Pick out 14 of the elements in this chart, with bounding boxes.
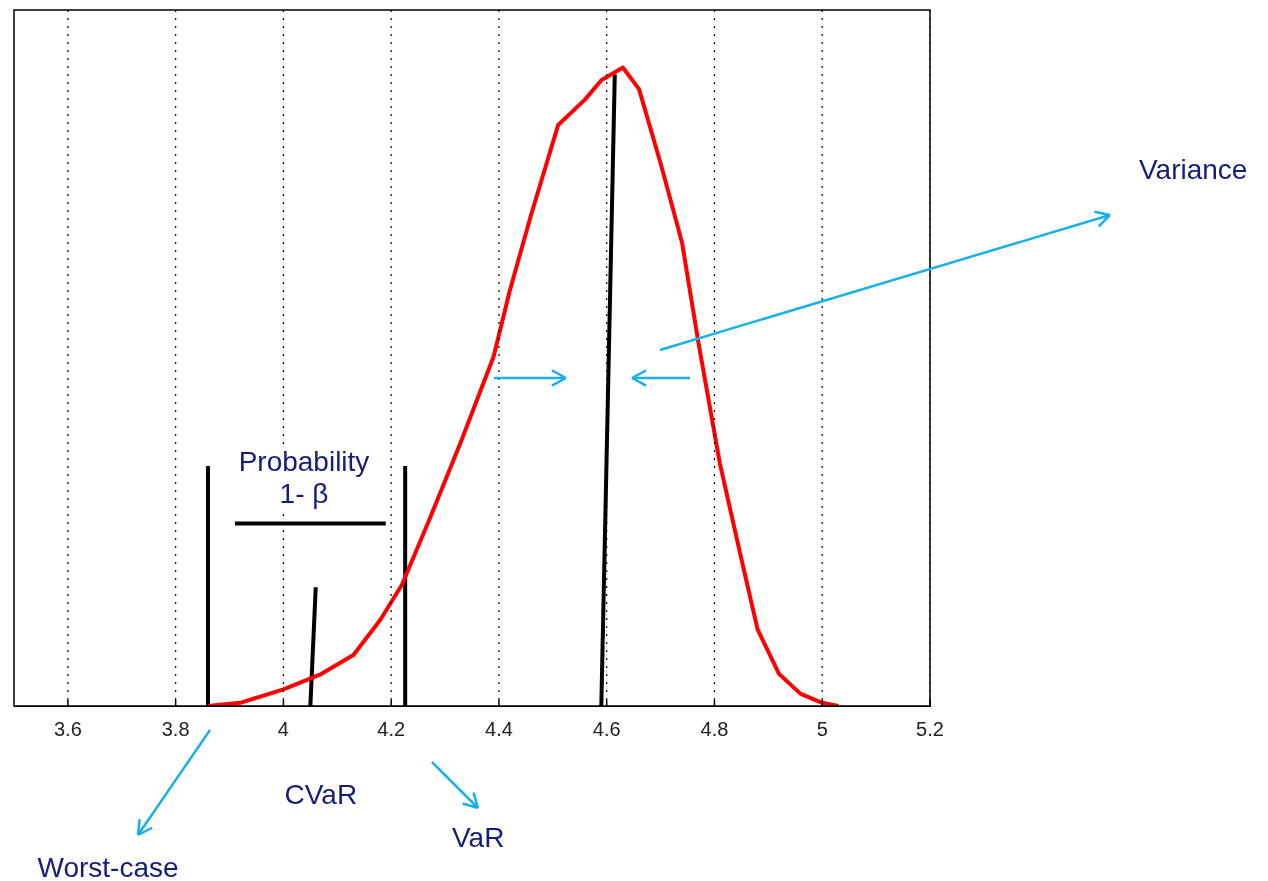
x-tick-label: 3.8 [161, 717, 190, 740]
text: Variance [1139, 154, 1248, 186]
x-tick-label: 4.8 [700, 717, 729, 740]
x-tick-label: 5.2 [916, 717, 944, 740]
x-tick-label: 4.4 [485, 717, 513, 740]
text: VaR [452, 822, 505, 854]
x-tick-label: 4.6 [592, 717, 621, 740]
text: CVaR [284, 779, 358, 811]
x-tick-label: 3.6 [53, 717, 82, 740]
x-tick-label: 5 [816, 717, 828, 740]
x-tick-label: 4 [277, 717, 289, 740]
annotation: Probability 1- β [224, 446, 384, 510]
text: Worst-case [37, 852, 179, 881]
x-tick-label: 4.2 [377, 717, 406, 740]
